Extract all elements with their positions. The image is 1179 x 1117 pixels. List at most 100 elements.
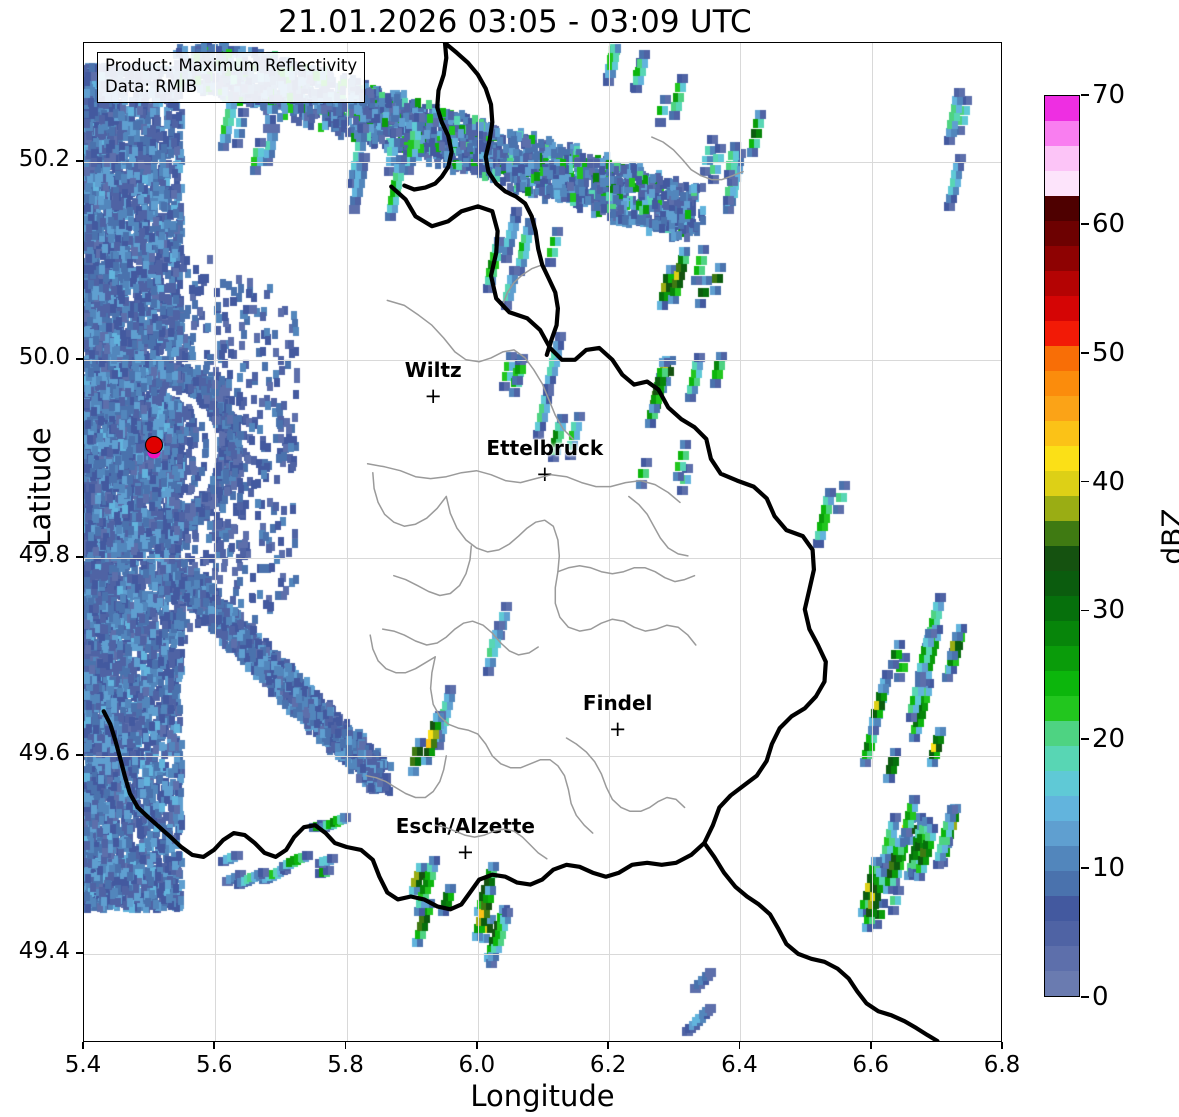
gridline-vertical <box>740 43 742 1041</box>
gridline-horizontal <box>84 755 1001 757</box>
colorbar-tick <box>1081 609 1089 612</box>
x-tick-label: 5.4 <box>64 1052 102 1078</box>
colorbar-tick <box>1081 223 1089 225</box>
colorbar-segment <box>1045 821 1079 847</box>
colorbar-segment <box>1045 946 1079 971</box>
colorbar-tick-label: 40 <box>1092 466 1126 497</box>
colorbar-segment <box>1045 421 1079 446</box>
colorbar-segment <box>1045 571 1079 596</box>
colorbar-segment <box>1045 371 1079 397</box>
product-line: Product: Maximum Reflectivity <box>105 56 358 75</box>
gridline-horizontal <box>84 557 1001 559</box>
colorbar-segment <box>1045 596 1079 621</box>
y-tick <box>76 754 83 756</box>
colorbar-tick-label: 10 <box>1092 853 1126 884</box>
colorbar-segment <box>1045 871 1079 896</box>
colorbar-segment <box>1045 746 1079 771</box>
colorbar-tick-label: 50 <box>1092 337 1126 368</box>
colorbar-segment <box>1045 921 1079 946</box>
x-tick <box>82 1042 84 1049</box>
colorbar-segment <box>1045 796 1079 821</box>
colorbar-tick <box>1081 94 1089 96</box>
gridline-horizontal <box>84 359 1001 361</box>
x-tick <box>1001 1042 1003 1049</box>
x-tick-label: 6.4 <box>721 1052 758 1078</box>
gridline-vertical <box>871 43 873 1041</box>
gridline-vertical <box>477 43 479 1041</box>
x-tick <box>738 1042 741 1049</box>
colorbar-segment <box>1045 671 1079 697</box>
y-tick-label: 49.8 <box>18 541 70 568</box>
colorbar-segment <box>1045 171 1079 196</box>
x-tick-label: 6.6 <box>852 1052 889 1078</box>
colorbar-segment <box>1045 896 1079 922</box>
colorbar-tick-label: 30 <box>1092 595 1126 626</box>
radar-site-marker[interactable] <box>144 435 163 454</box>
radar-plot-area[interactable]: Wiltz + Ettelbruck + Findel + Esch/Alzette + <box>83 42 1002 1042</box>
colorbar-tick <box>1081 738 1089 741</box>
y-tick <box>76 160 83 162</box>
x-tick <box>213 1042 216 1049</box>
colorbar-segment <box>1045 221 1079 246</box>
y-tick-label: 49.4 <box>18 937 70 964</box>
colorbar-segment <box>1045 846 1079 871</box>
x-tick-label: 5.8 <box>327 1052 364 1078</box>
gridline-horizontal <box>84 161 1001 163</box>
colorbar-segment <box>1045 446 1079 471</box>
y-tick <box>76 556 83 558</box>
y-tick <box>76 952 83 954</box>
colorbar-segment <box>1045 721 1079 746</box>
city-label-wiltz: Wiltz <box>404 358 462 383</box>
x-tick-label: 6.8 <box>983 1052 1021 1078</box>
colorbar-segment <box>1045 396 1079 421</box>
x-tick-label: 5.6 <box>195 1052 233 1078</box>
colorbar-tick <box>1081 351 1089 354</box>
colorbar-label: dBZ <box>1155 508 1179 565</box>
page-title: 21.01.2026 03:05 - 03:09 UTC <box>278 4 752 40</box>
colorbar-segment <box>1045 521 1079 546</box>
x-axis-label: Longitude <box>470 1079 615 1113</box>
city-marker-plus: + <box>456 839 475 864</box>
colorbar-segment <box>1045 771 1079 796</box>
gridline-vertical <box>215 43 217 1041</box>
city-label-findel: Findel <box>582 691 653 716</box>
x-tick <box>869 1042 872 1049</box>
y-tick <box>76 358 83 360</box>
colorbar[interactable] <box>1044 95 1080 997</box>
colorbar-tick-label: 70 <box>1092 80 1126 110</box>
colorbar-segment <box>1045 696 1079 721</box>
colorbar-segment <box>1045 121 1079 146</box>
colorbar-segment <box>1045 646 1079 671</box>
y-tick-label: 50.2 <box>18 145 70 172</box>
x-tick <box>344 1042 347 1049</box>
colorbar-segment <box>1045 621 1079 646</box>
colorbar-segment <box>1045 271 1079 296</box>
colorbar-tick <box>1081 867 1089 869</box>
x-tick-label: 6.0 <box>458 1052 496 1078</box>
city-label-ettelbruck: Ettelbruck <box>486 435 604 460</box>
colorbar-segment <box>1045 146 1079 171</box>
radar-canvas-wrapper <box>84 43 1001 1041</box>
colorbar-segment <box>1045 471 1079 496</box>
colorbar-segment <box>1045 971 1079 996</box>
colorbar-tick-label: 60 <box>1092 208 1126 239</box>
colorbar-segment <box>1045 346 1079 371</box>
city-marker-plus: + <box>608 717 627 742</box>
gridline-vertical <box>346 43 348 1041</box>
x-tick-label: 6.2 <box>589 1052 627 1078</box>
colorbar-segment <box>1045 496 1079 521</box>
city-marker-plus: + <box>424 384 443 409</box>
y-tick-label: 49.6 <box>18 739 70 766</box>
colorbar-segment <box>1045 321 1079 346</box>
data-source-line: Data: RMIB <box>105 76 198 96</box>
colorbar-segment <box>1045 96 1079 121</box>
product-info-box: Product: Maximum Reflectivity Data: RMIB <box>97 52 366 103</box>
y-axis-label: Latitude <box>23 427 57 547</box>
colorbar-tick-label: 0 <box>1092 982 1109 1012</box>
radar-reflectivity-canvas <box>84 43 1001 1041</box>
colorbar-segment <box>1045 246 1079 271</box>
x-tick <box>607 1042 609 1049</box>
colorbar-tick <box>1081 480 1089 483</box>
x-tick <box>476 1042 478 1049</box>
gridline-vertical <box>609 43 611 1041</box>
